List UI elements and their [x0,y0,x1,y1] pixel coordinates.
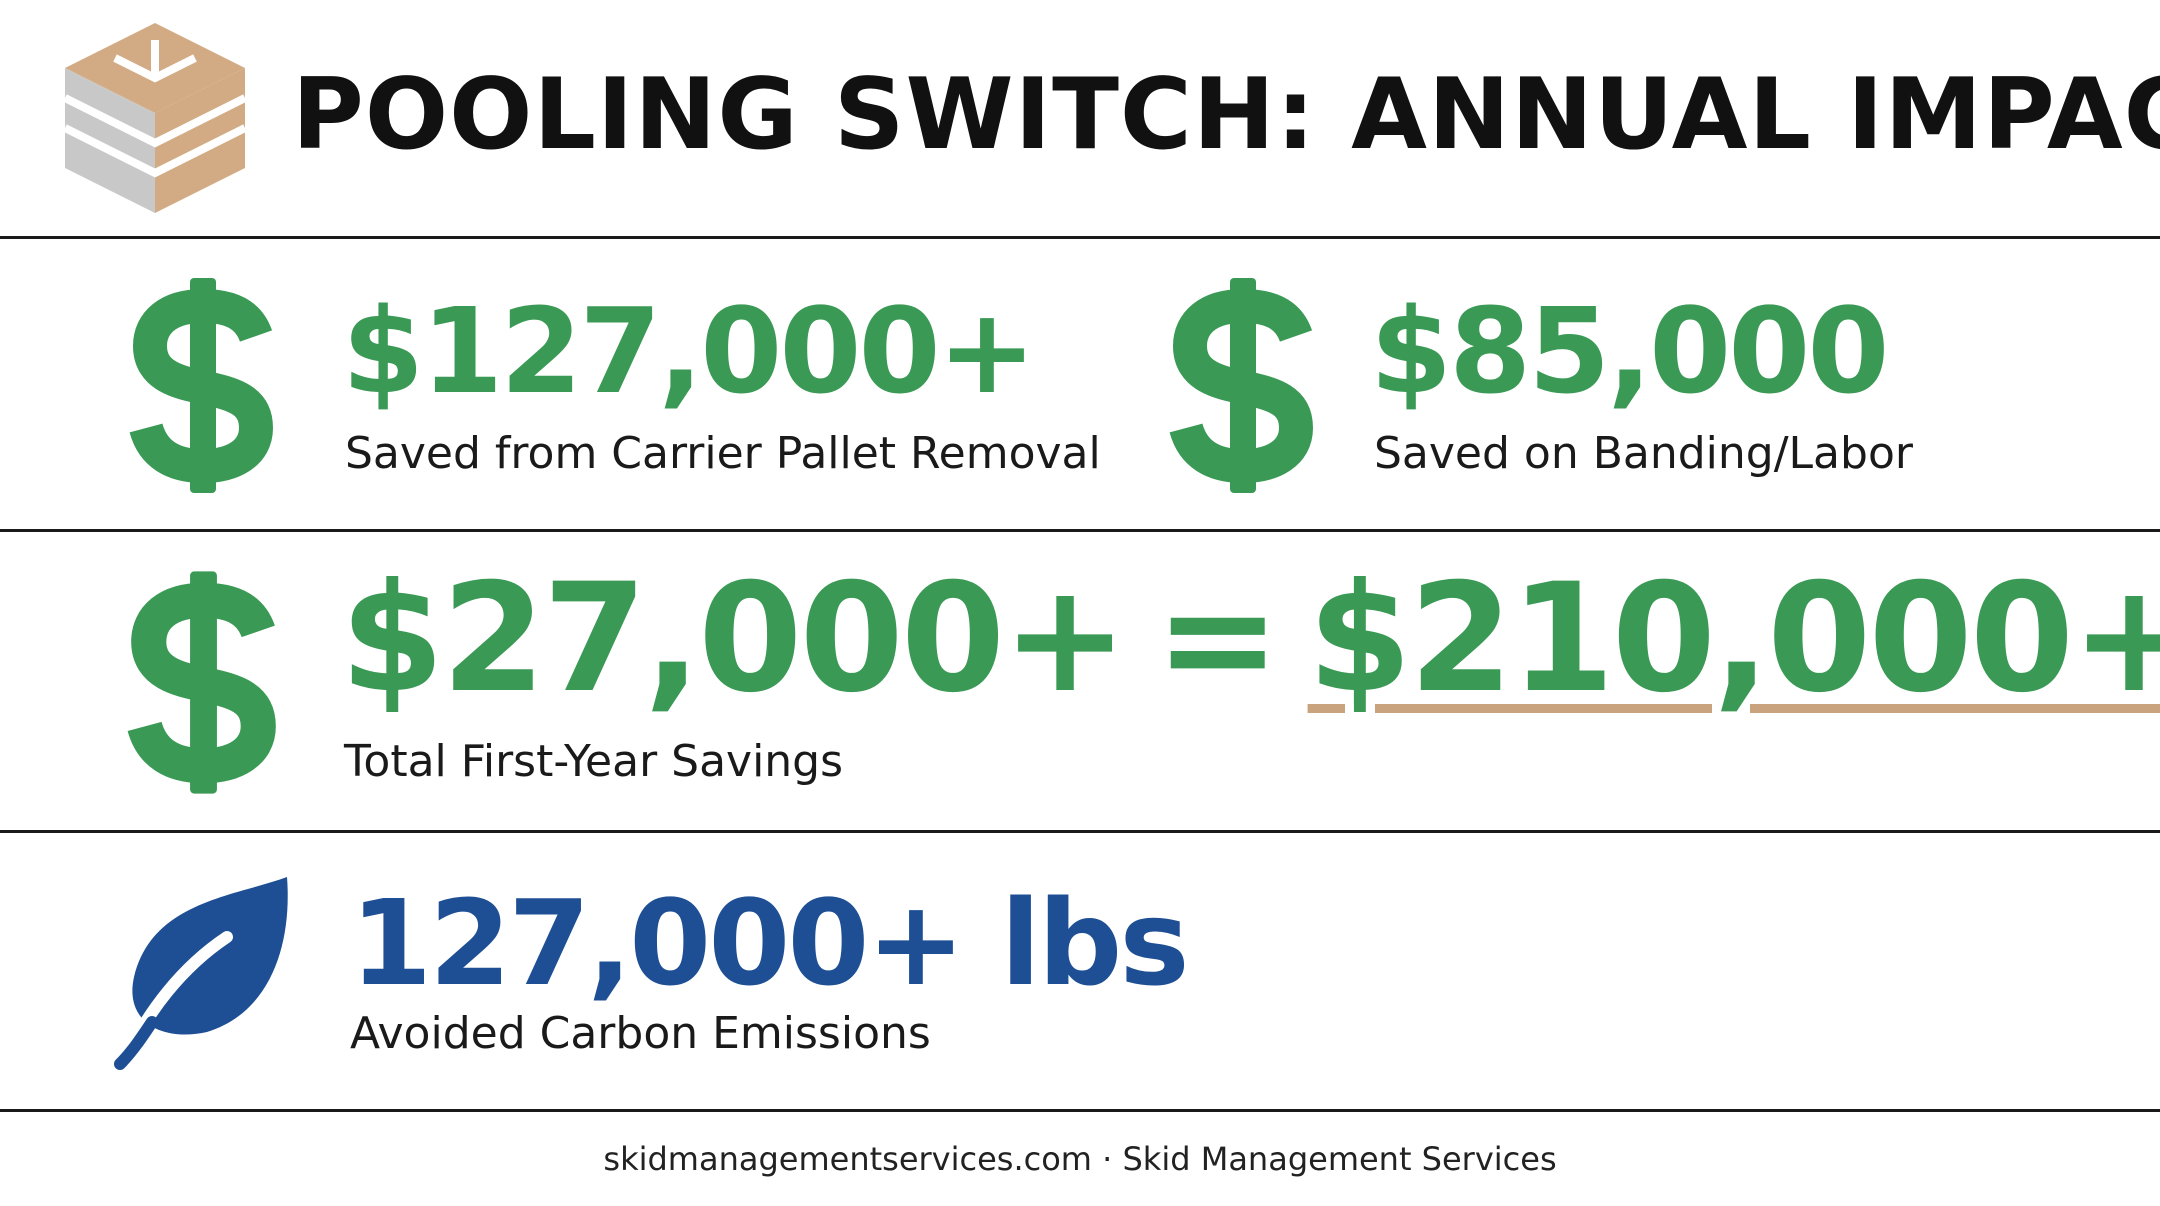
dollar-s [1169,288,1314,484]
dollar-icon [127,571,276,794]
equals: = [1154,552,1281,726]
stat-label: Saved from Carrier Pallet Removal [345,428,1101,479]
total-row: $27,000+ = $210,000+ [340,552,2160,726]
carbon-label: Avoided Carbon Emissions [350,1008,931,1059]
divider [0,830,2160,833]
dollar-icon [1169,278,1314,493]
carbon-value: 127,000+ lbs [350,874,1190,1012]
stat-value: $127,000+ [342,282,1036,420]
footer: skidmanagementservices.com · Skid Manage… [603,1140,1557,1178]
divider [0,1109,2160,1112]
total-value: $27,000+ [340,552,1128,726]
total-label: Total First-Year Savings [344,736,844,787]
divider [0,529,2160,532]
dollar-s [127,582,276,784]
stat-value: $85,000 [1370,282,1889,420]
leaf-icon [114,877,288,1070]
dollar-s [129,288,274,484]
total-result: $210,000+ [1307,552,2160,726]
dollar-icon [129,278,274,493]
title: POOLING SWITCH: ANNUAL IMPACT [292,58,2160,172]
stat-label: Saved on Banding/Labor [1374,428,1913,479]
divider [0,236,2160,239]
logo [63,23,247,213]
